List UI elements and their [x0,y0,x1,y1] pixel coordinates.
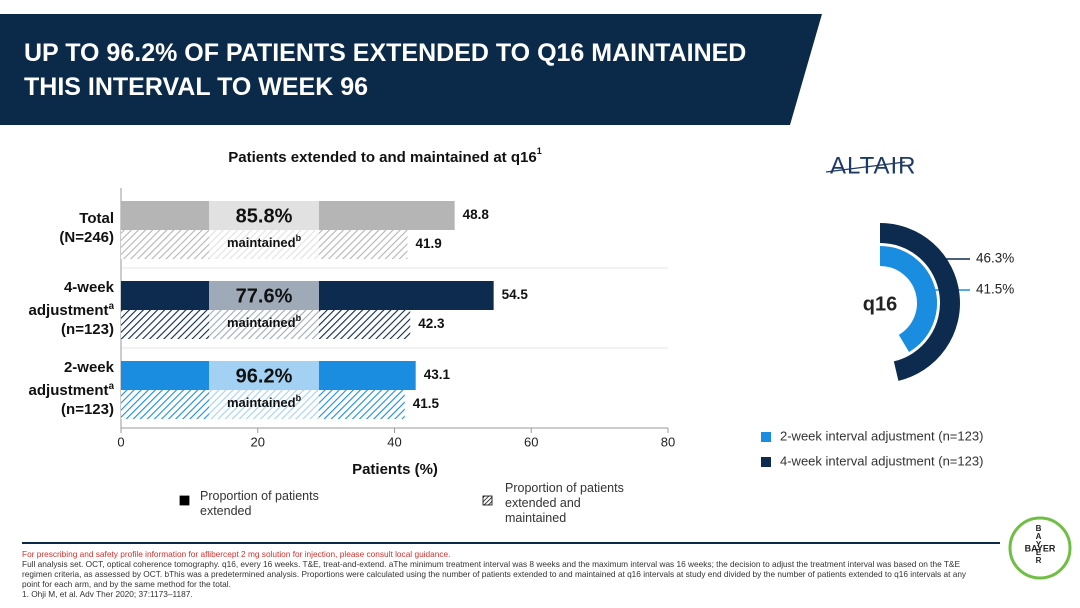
maintained-label: maintained [227,235,296,250]
footnote-text: Full analysis set. OCT, optical coherenc… [22,559,967,589]
category-note: a [108,380,114,392]
category-n: (n=123) [61,400,114,418]
bayer-logo-vertical: BAYER [1034,524,1043,564]
maintained-box [209,361,319,419]
bayer-logo [1008,516,1072,580]
value-label: 41.9 [415,236,441,251]
maintained-label: maintained [227,395,296,410]
category-n: (n=123) [61,320,114,338]
maintained-note: b [296,313,302,323]
legend-swatch [179,495,190,506]
chart-title: Patients extended to and maintained at q… [228,146,541,166]
chart-title-text: Patients extended to and maintained at q… [228,149,536,166]
radial-title: q16 [863,293,897,315]
legend-label: Proportion of patients extended and main… [505,481,624,525]
x-axis-label: Patients (%) [352,461,438,478]
maintained-pct: 77.6% [236,285,293,307]
value-label: 48.8 [463,207,490,222]
value-label: 42.3 [418,316,445,331]
maintained-note: b [296,393,302,403]
legend-label: 4-week interval adjustment (n=123) [780,453,983,468]
radial-value-label: 46.3% [976,251,1014,266]
footnote-warning: For prescribing and safety profile infor… [22,549,451,559]
category-note: a [108,300,114,312]
value-label: 54.5 [502,287,529,302]
title-banner [0,14,822,125]
maintained-pct: 85.8% [236,205,293,227]
radial-arc [879,223,960,381]
category-label-box: 2-week adjustmenta (n=123) [14,352,114,424]
maintained-note: b [296,233,302,243]
x-tick-label: 40 [387,434,401,449]
radial-value-label: 41.5% [976,282,1014,297]
footnote-reference: 1. Ohji M, et al. Adv Ther 2020; 37:1173… [22,589,193,599]
x-tick-label: 60 [524,434,538,449]
legend-swatch [482,495,493,506]
category-label-box: Total (N=246) [14,192,114,264]
slide-title: UP TO 96.2% OF PATIENTS EXTENDED TO Q16 … [24,39,747,101]
legend-swatch [761,432,771,442]
maintained-text: maintainedb [227,233,302,250]
maintained-label: maintained [227,315,296,330]
x-tick-label: 80 [661,434,675,449]
bayer-logo-text: BAYER [1025,543,1056,553]
chart-title-note: 1 [537,146,542,156]
value-label: 43.1 [424,367,451,382]
maintained-box [209,281,319,339]
category-name: 2-week adjustment [28,358,114,399]
maintained-text: maintainedb [227,313,302,330]
category-label: 4-week adjustmenta (n=123) [14,272,114,344]
radial-arc [879,246,937,353]
x-tick-label: 0 [117,434,124,449]
category-label-inner: Total (N=246) [59,209,114,247]
category-label: 2-week adjustmenta (n=123) [14,352,114,424]
category-label-inner: 2-week adjustmenta (n=123) [14,358,114,419]
category-label-box: 4-week adjustmenta (n=123) [14,272,114,344]
value-label: 41.5 [413,396,440,411]
x-tick-label: 20 [251,434,265,449]
category-n: (N=246) [59,229,114,246]
category-label-inner: 4-week adjustmenta (n=123) [14,278,114,339]
maintained-pct: 96.2% [236,365,293,387]
category-name: Total [79,210,114,227]
legend-swatch [761,457,771,467]
maintained-box [209,201,319,259]
legend-label: 2-week interval adjustment (n=123) [780,428,983,443]
category-name: 4-week adjustment [28,278,114,319]
legend-label: Proportion of patients extended [200,489,319,518]
logo-swoosh [825,161,906,173]
category-label: Total (N=246) [14,192,114,264]
maintained-text: maintainedb [227,393,302,410]
